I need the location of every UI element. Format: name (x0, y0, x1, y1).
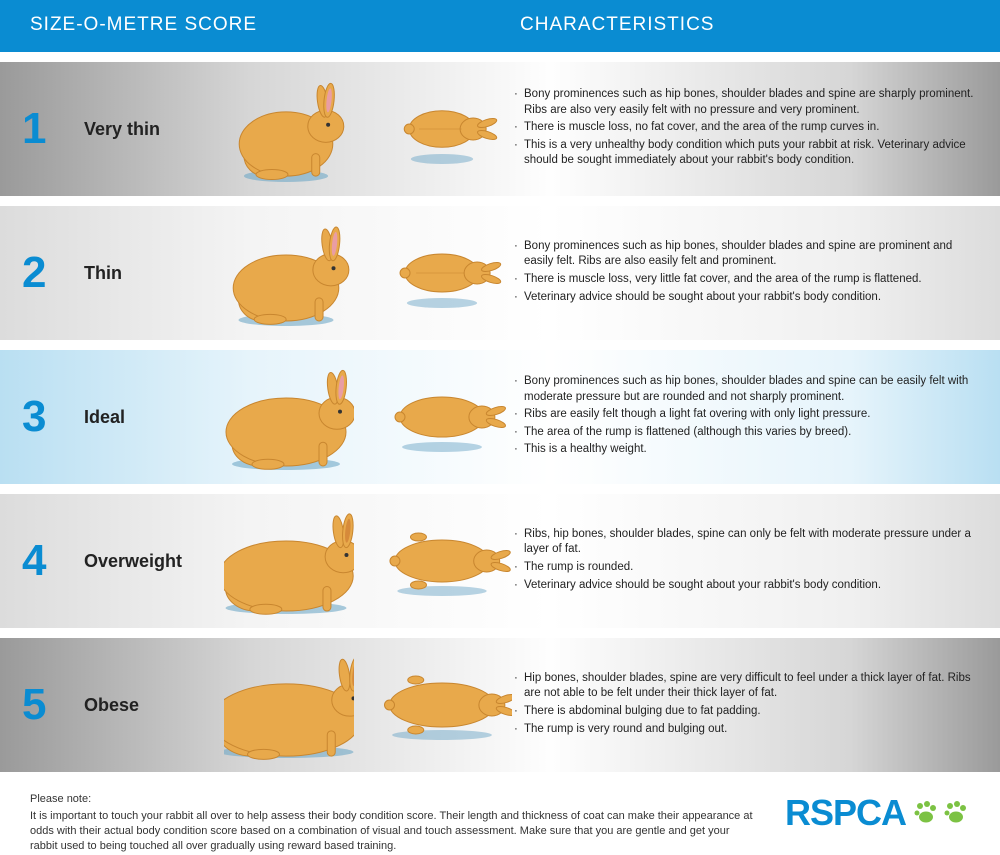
score-number: 2 (22, 248, 84, 298)
score-label: Thin (84, 263, 224, 284)
characteristic-item: ·The area of the rump is flattened (alth… (514, 425, 978, 441)
characteristics-list: ·Bony prominences such as hip bones, sho… (514, 87, 978, 171)
rabbit-top-icon (372, 89, 512, 169)
paw-icon (942, 799, 970, 827)
rabbit-top-icon (372, 521, 512, 601)
characteristics-list: ·Hip bones, shoulder blades, spine are v… (514, 671, 978, 739)
rabbit-top-icon (372, 665, 512, 745)
characteristic-text: Bony prominences such as hip bones, shou… (524, 87, 978, 118)
characteristic-text: There is muscle loss, no fat cover, and … (524, 120, 879, 136)
score-label: Overweight (84, 551, 224, 572)
rabbit-figures (224, 218, 514, 328)
score-label: Obese (84, 695, 224, 716)
characteristic-item: ·Ribs, hip bones, shoulder blades, spine… (514, 527, 978, 558)
characteristic-item: ·Bony prominences such as hip bones, sho… (514, 239, 978, 270)
characteristic-item: ·The rump is very round and bulging out. (514, 722, 978, 738)
rabbit-figures (224, 74, 514, 184)
characteristic-item: ·Hip bones, shoulder blades, spine are v… (514, 671, 978, 702)
characteristic-item: ·There is muscle loss, no fat cover, and… (514, 120, 978, 136)
rabbit-side-icon (224, 218, 354, 328)
characteristic-item: ·Bony prominences such as hip bones, sho… (514, 374, 978, 405)
characteristic-text: Bony prominences such as hip bones, shou… (524, 374, 978, 405)
footer-note-text: It is important to touch your rabbit all… (30, 809, 755, 854)
paw-icons (912, 799, 970, 827)
characteristic-item: ·Ribs are easily felt though a light fat… (514, 407, 978, 423)
footer: Please note: It is important to touch yo… (0, 772, 1000, 853)
characteristic-text: Veterinary advice should be sought about… (524, 578, 881, 594)
rabbit-top-icon (372, 233, 512, 313)
characteristics-list: ·Bony prominences such as hip bones, sho… (514, 239, 978, 307)
rabbit-side-icon (224, 74, 354, 184)
characteristic-text: Ribs are easily felt though a light fat … (524, 407, 870, 423)
characteristic-item: ·There is abdominal bulging due to fat p… (514, 704, 978, 720)
header-characteristics-title: CHARACTERISTICS (520, 14, 970, 36)
characteristic-item: ·Veterinary advice should be sought abou… (514, 290, 978, 306)
score-row: 4 Overweight (0, 494, 1000, 628)
score-number: 1 (22, 104, 84, 154)
characteristics-list: ·Ribs, hip bones, shoulder blades, spine… (514, 527, 978, 595)
characteristic-text: Veterinary advice should be sought about… (524, 290, 881, 306)
footer-note-label: Please note: (30, 792, 755, 807)
characteristic-text: There is abdominal bulging due to fat pa… (524, 704, 761, 720)
paw-icon (912, 799, 940, 827)
characteristic-text: The rump is very round and bulging out. (524, 722, 727, 738)
characteristic-text: Bony prominences such as hip bones, shou… (524, 239, 978, 270)
characteristic-text: There is muscle loss, very little fat co… (524, 272, 922, 288)
score-label: Very thin (84, 119, 224, 140)
score-row: 3 Ideal (0, 350, 1000, 484)
rabbit-figures (224, 650, 514, 760)
characteristic-text: This is a healthy weight. (524, 442, 647, 458)
rabbit-top-icon (372, 377, 512, 457)
footer-note: Please note: It is important to touch yo… (30, 792, 785, 853)
rabbit-side-icon (224, 506, 354, 616)
characteristic-item: ·This is a healthy weight. (514, 442, 978, 458)
score-label: Ideal (84, 407, 224, 428)
characteristics-list: ·Bony prominences such as hip bones, sho… (514, 374, 978, 460)
characteristic-item: ·Veterinary advice should be sought abou… (514, 578, 978, 594)
characteristic-item: ·This is a very unhealthy body condition… (514, 138, 978, 169)
score-number: 4 (22, 536, 84, 586)
characteristic-text: The area of the rump is flattened (altho… (524, 425, 851, 441)
characteristic-text: Ribs, hip bones, shoulder blades, spine … (524, 527, 978, 558)
rspca-logo: RSPCA (785, 792, 970, 834)
characteristic-text: Hip bones, shoulder blades, spine are ve… (524, 671, 978, 702)
characteristic-text: The rump is rounded. (524, 560, 633, 576)
score-row: 2 Thin (0, 206, 1000, 340)
characteristic-item: ·The rump is rounded. (514, 560, 978, 576)
header-bar: SIZE-O-METRE SCORE CHARACTERISTICS (0, 0, 1000, 52)
characteristic-item: ·Bony prominences such as hip bones, sho… (514, 87, 978, 118)
rabbit-side-icon (224, 362, 354, 472)
rabbit-figures (224, 362, 514, 472)
score-rows-container: 1 Very thin (0, 62, 1000, 772)
characteristic-text: This is a very unhealthy body condition … (524, 138, 978, 169)
logo-text: RSPCA (785, 792, 906, 834)
rabbit-figures (224, 506, 514, 616)
rabbit-side-icon (224, 650, 354, 760)
characteristic-item: ·There is muscle loss, very little fat c… (514, 272, 978, 288)
header-score-title: SIZE-O-METRE SCORE (30, 14, 520, 36)
score-number: 5 (22, 680, 84, 730)
score-row: 1 Very thin (0, 62, 1000, 196)
score-number: 3 (22, 392, 84, 442)
score-row: 5 Obese (0, 638, 1000, 772)
